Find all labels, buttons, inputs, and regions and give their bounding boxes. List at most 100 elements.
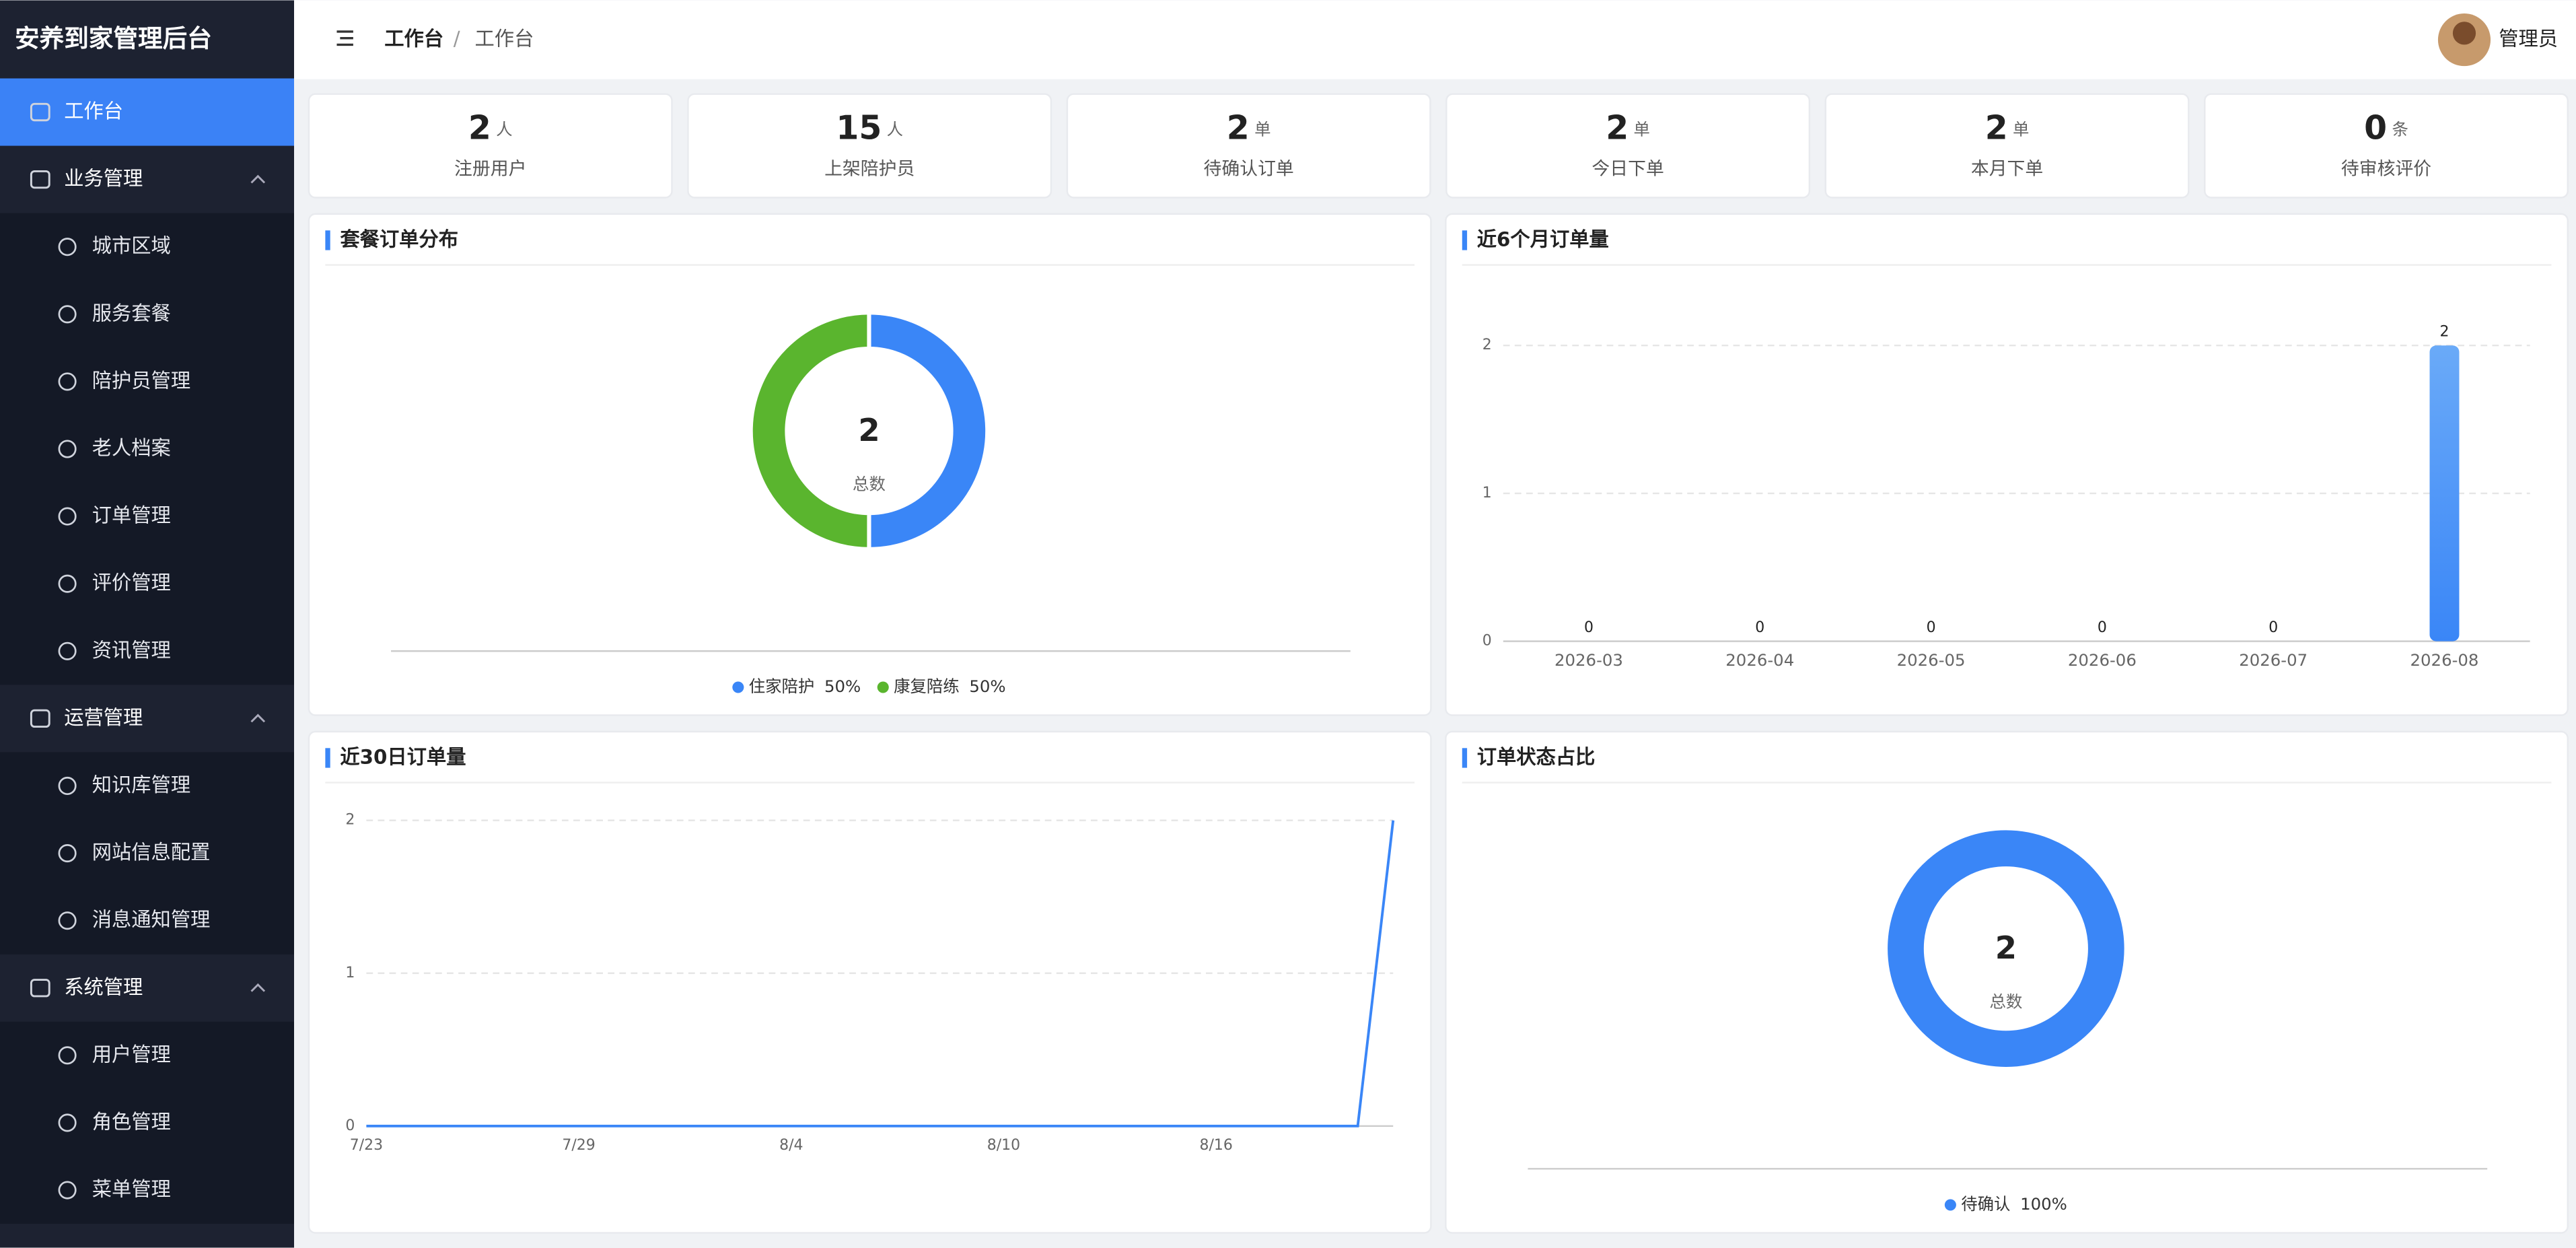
user-name[interactable]: 管理员 — [2499, 28, 2558, 50]
submenu-icon — [58, 305, 77, 324]
panel-title: 套餐订单分布 — [340, 228, 458, 250]
submenu-icon — [58, 238, 77, 256]
chart-panel — [1445, 213, 2569, 716]
submenu-item[interactable]: 消息通知管理 — [92, 908, 211, 931]
menu-item[interactable]: 业务管理 — [64, 167, 143, 190]
donut-segment — [1888, 830, 2124, 1067]
legend-label: 康复陪练 — [894, 677, 960, 696]
legend: 住家陪护 50% 康复陪练 50% — [732, 677, 1006, 696]
legend-value: 50% — [969, 677, 1005, 696]
y-tick-label: 1 — [345, 965, 355, 981]
panel-title-bar — [1462, 748, 1468, 768]
stat-card — [308, 93, 673, 199]
stat-value: 0 — [2364, 108, 2387, 147]
menu-icon — [30, 709, 50, 728]
legend-label: 待确认 — [1961, 1194, 2010, 1214]
chevron — [250, 174, 266, 184]
submenu-icon — [58, 507, 77, 526]
stat-card — [2204, 93, 2569, 199]
submenu — [0, 213, 294, 685]
stat-label: 上架陪护员 — [824, 158, 915, 179]
donut-total-label: 总数 — [853, 475, 886, 494]
y-tick-label: 0 — [345, 1117, 355, 1134]
x-tick-label: 2026-06 — [2068, 650, 2137, 670]
stat-unit: 人 — [887, 119, 903, 139]
y-tick-label: 1 — [1482, 485, 1492, 501]
bar — [2429, 345, 2460, 642]
donut-segment — [748, 310, 871, 551]
menu-item[interactable]: 工作台 — [64, 100, 123, 123]
data-label: 0 — [1755, 619, 1764, 636]
menu-item[interactable]: 运营管理 — [64, 706, 143, 729]
x-tick-label: 2026-05 — [1897, 650, 1966, 670]
submenu-item[interactable]: 资讯管理 — [92, 639, 171, 662]
menu-icon — [30, 102, 50, 122]
x-tick-label: 7/23 — [350, 1137, 383, 1154]
stat-value: 2 — [1227, 108, 1250, 147]
chevron — [250, 714, 266, 723]
breadcrumb-item: 工作台 — [475, 28, 534, 50]
panel-title-bar — [325, 230, 330, 250]
submenu-item[interactable]: 服务套餐 — [92, 302, 171, 324]
submenu-item[interactable]: 评价管理 — [92, 571, 171, 594]
stat-label: 待确认订单 — [1204, 158, 1294, 179]
app-title: 安养到家管理后台 — [15, 24, 212, 53]
donut-segment — [867, 310, 990, 551]
donut-total: 2 — [858, 412, 880, 448]
submenu-item[interactable]: 知识库管理 — [92, 773, 190, 796]
stat-card — [1066, 93, 1431, 199]
chart-panel — [308, 213, 1432, 716]
legend-marker — [732, 681, 744, 693]
submenu-item[interactable]: 用户管理 — [92, 1043, 171, 1066]
stat-value-line: 15 人 — [836, 108, 903, 147]
submenu-icon — [58, 1046, 77, 1065]
data-label: 0 — [1584, 619, 1594, 636]
stat-unit: 单 — [1254, 119, 1271, 139]
submenu-icon — [58, 574, 77, 593]
chart-panel — [308, 730, 1432, 1234]
stat-unit: 人 — [496, 119, 512, 139]
menu-item-active — [0, 78, 294, 146]
submenu-icon — [58, 642, 77, 660]
x-tick-label: 2026-08 — [2410, 650, 2478, 670]
x-tick-label: 8/10 — [987, 1137, 1020, 1154]
stat-unit: 单 — [2013, 119, 2029, 139]
stat-unit: 条 — [2392, 119, 2408, 139]
submenu-icon — [58, 372, 77, 391]
submenu-item[interactable]: 角色管理 — [92, 1110, 171, 1133]
stat-label: 待审核评价 — [2341, 158, 2431, 179]
menu-icon — [30, 979, 50, 998]
stat-card — [1445, 93, 1811, 199]
panel-title: 订单状态占比 — [1477, 745, 1596, 768]
submenu-item[interactable]: 陪护员管理 — [92, 369, 190, 392]
submenu-item[interactable]: 城市区域 — [92, 234, 171, 257]
y-tick-label: 2 — [345, 812, 355, 829]
submenu-item[interactable]: 菜单管理 — [92, 1178, 171, 1201]
submenu-icon — [58, 844, 77, 863]
stat-card — [687, 93, 1052, 199]
chart-panel — [1445, 730, 2569, 1234]
submenu-item[interactable]: 网站信息配置 — [92, 841, 211, 864]
stat-label: 今日下单 — [1591, 158, 1663, 179]
panel-title-bar — [1462, 230, 1468, 250]
legend-marker — [1944, 1199, 1956, 1211]
legend-value: 50% — [824, 677, 861, 696]
stat-unit: 单 — [1634, 119, 1650, 139]
menu-icon — [30, 170, 50, 189]
submenu-icon — [58, 440, 77, 458]
panel-title: 近6个月订单量 — [1477, 228, 1609, 250]
submenu-item[interactable]: 订单管理 — [92, 504, 171, 527]
stat-value: 2 — [468, 108, 491, 147]
data-label: 2 — [2439, 324, 2449, 341]
x-tick-label: 8/4 — [779, 1137, 803, 1154]
submenu-icon — [58, 1181, 77, 1200]
menu-item[interactable]: 系统管理 — [64, 975, 143, 998]
menu-toggle[interactable] — [336, 30, 353, 46]
breadcrumb-item[interactable]: 工作台 — [384, 28, 443, 50]
submenu-item[interactable]: 老人档案 — [92, 436, 171, 459]
